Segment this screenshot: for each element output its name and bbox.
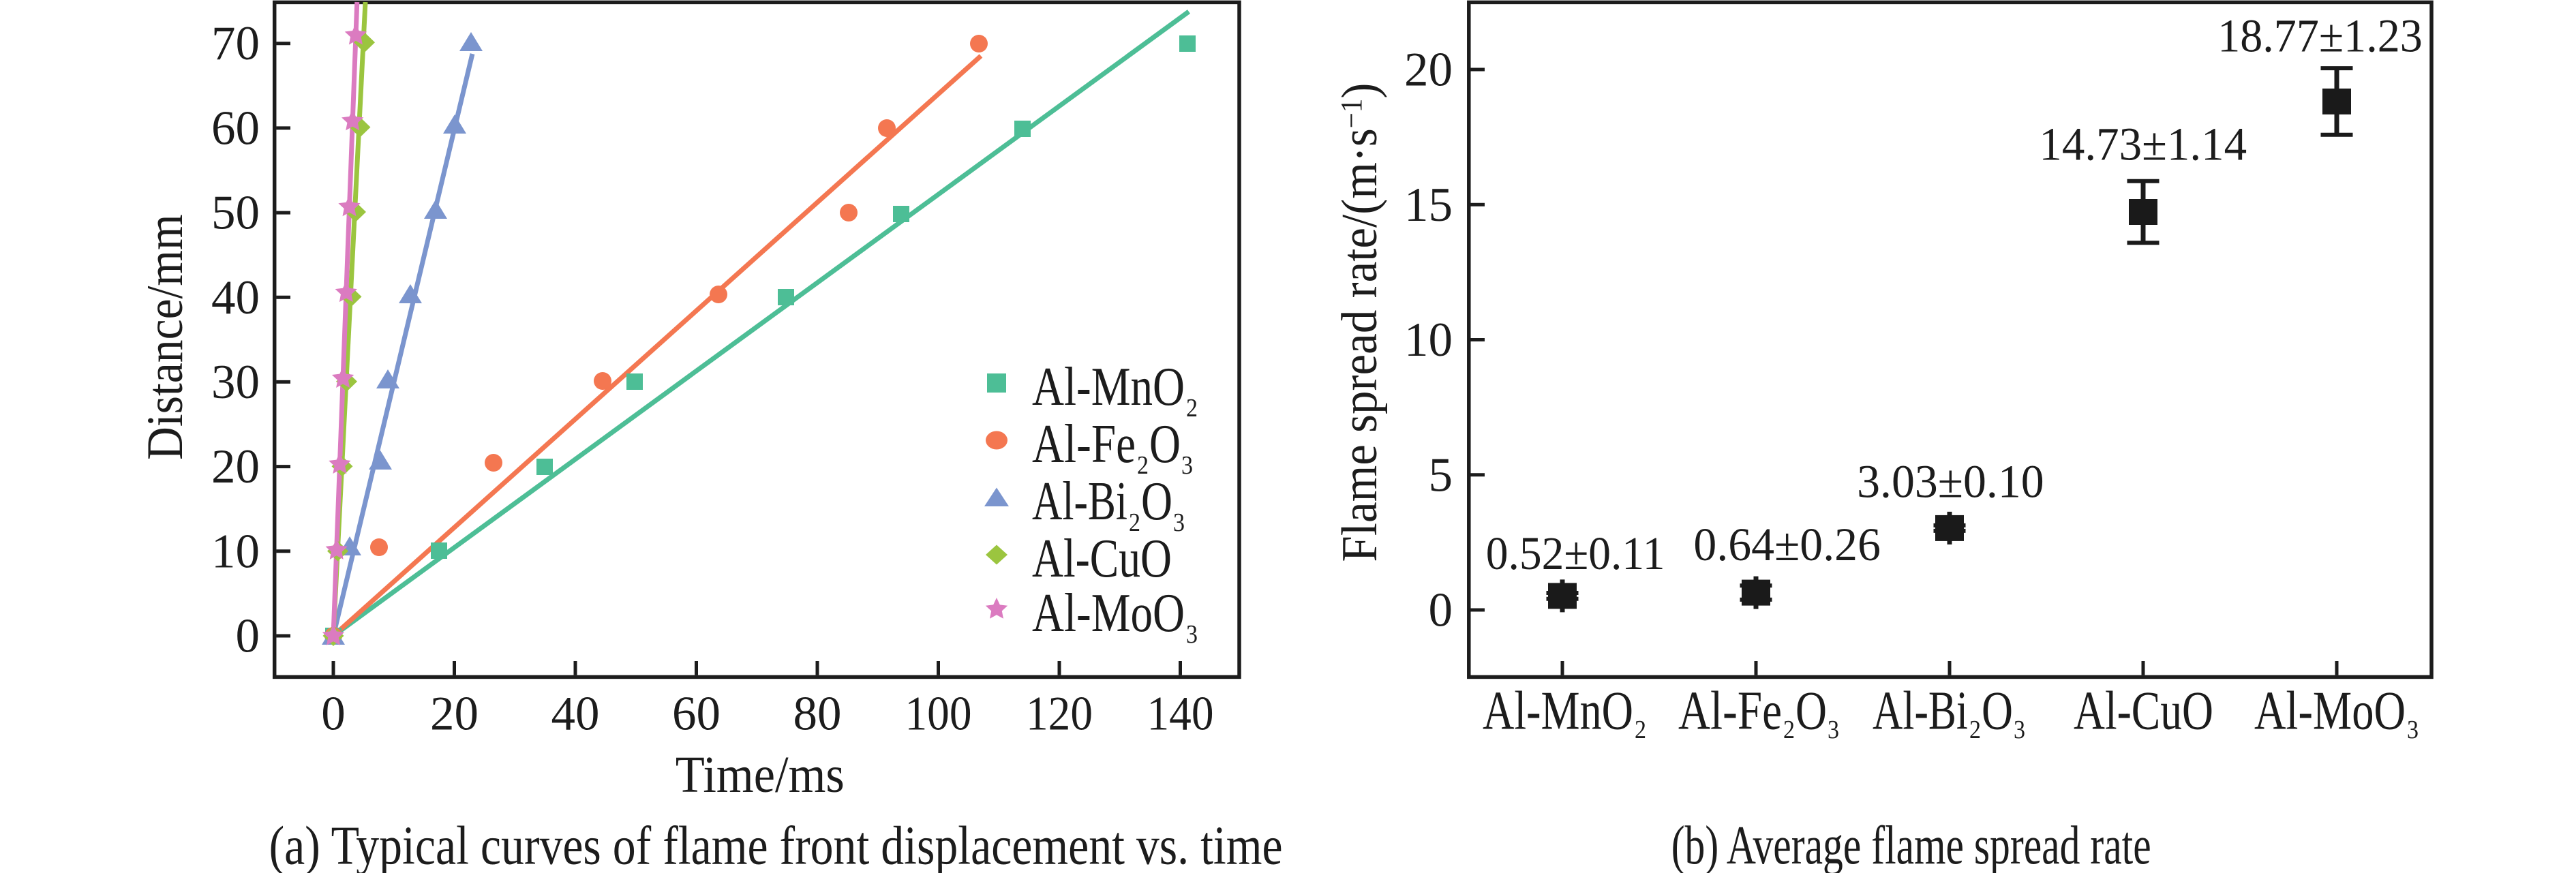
svg-text:Al-Fe: Al-Fe xyxy=(1678,681,1782,741)
svg-text:2: 2 xyxy=(1129,508,1140,537)
svg-text:O: O xyxy=(1141,472,1172,532)
svg-text:Al-Bi: Al-Bi xyxy=(1873,681,1968,741)
svg-text:Al-CuO: Al-CuO xyxy=(1032,529,1172,589)
svg-text:(a) Typical curves of flame fr: (a) Typical curves of flame front displa… xyxy=(269,816,1283,873)
svg-text:2: 2 xyxy=(1635,716,1646,744)
svg-text:10: 10 xyxy=(1404,313,1453,367)
svg-text:Al-MnO: Al-MnO xyxy=(1483,681,1633,741)
svg-text:2: 2 xyxy=(1186,394,1198,423)
svg-text:18.77±1.23: 18.77±1.23 xyxy=(2217,10,2423,62)
svg-text:3: 3 xyxy=(1828,716,1839,744)
svg-text:20: 20 xyxy=(211,440,260,493)
svg-text:Al-MnO: Al-MnO xyxy=(1032,357,1185,417)
svg-text:40: 40 xyxy=(551,688,600,741)
svg-text:(b) Average flame spread rate: (b) Average flame spread rate xyxy=(1671,816,2151,873)
svg-text:O: O xyxy=(1982,681,2013,741)
svg-text:O: O xyxy=(1795,681,1827,741)
svg-text:0.52±0.11: 0.52±0.11 xyxy=(1486,527,1665,579)
svg-text:2: 2 xyxy=(1969,716,1981,744)
svg-text:Time/ms: Time/ms xyxy=(676,746,845,803)
svg-text:Al-MoO: Al-MoO xyxy=(1032,583,1185,643)
svg-text:20: 20 xyxy=(430,688,479,741)
svg-text:3: 3 xyxy=(2014,716,2025,744)
svg-text:60: 60 xyxy=(211,102,260,155)
svg-text:2: 2 xyxy=(1783,716,1795,744)
svg-text:0: 0 xyxy=(236,610,260,663)
svg-text:Al-CuO: Al-CuO xyxy=(2074,681,2213,741)
svg-text:20: 20 xyxy=(1404,44,1453,97)
svg-text:60: 60 xyxy=(672,688,721,741)
svg-text:3: 3 xyxy=(1173,508,1185,537)
svg-text:120: 120 xyxy=(1026,688,1093,741)
svg-text:O: O xyxy=(1149,414,1181,474)
svg-text:14.73±1.14: 14.73±1.14 xyxy=(2039,118,2247,170)
svg-text:3.03±0.10: 3.03±0.10 xyxy=(1857,455,2044,508)
svg-text:15: 15 xyxy=(1404,179,1453,232)
svg-text:10: 10 xyxy=(211,525,260,578)
svg-text:0: 0 xyxy=(1429,584,1453,637)
svg-text:0.64±0.26: 0.64±0.26 xyxy=(1693,518,1881,570)
svg-text:70: 70 xyxy=(211,17,260,70)
svg-text:140: 140 xyxy=(1147,688,1214,741)
svg-text:0: 0 xyxy=(321,688,346,741)
svg-text:3: 3 xyxy=(1181,451,1193,480)
svg-text:2: 2 xyxy=(1137,451,1149,480)
svg-text:80: 80 xyxy=(793,688,842,741)
svg-text:100: 100 xyxy=(905,688,972,741)
svg-text:Flame spread rate/(m·s−1): Flame spread rate/(m·s−1) xyxy=(1332,83,1388,562)
svg-text:30: 30 xyxy=(211,356,260,409)
svg-text:40: 40 xyxy=(211,271,260,324)
svg-text:3: 3 xyxy=(2407,716,2419,744)
svg-text:50: 50 xyxy=(211,187,260,240)
svg-text:Al-Bi: Al-Bi xyxy=(1032,472,1127,532)
svg-text:3: 3 xyxy=(1186,620,1198,649)
svg-text:Al-Fe: Al-Fe xyxy=(1032,414,1136,474)
svg-text:Distance/mm: Distance/mm xyxy=(137,214,194,460)
svg-text:Al-MoO: Al-MoO xyxy=(2254,681,2406,741)
svg-text:5: 5 xyxy=(1429,448,1453,502)
